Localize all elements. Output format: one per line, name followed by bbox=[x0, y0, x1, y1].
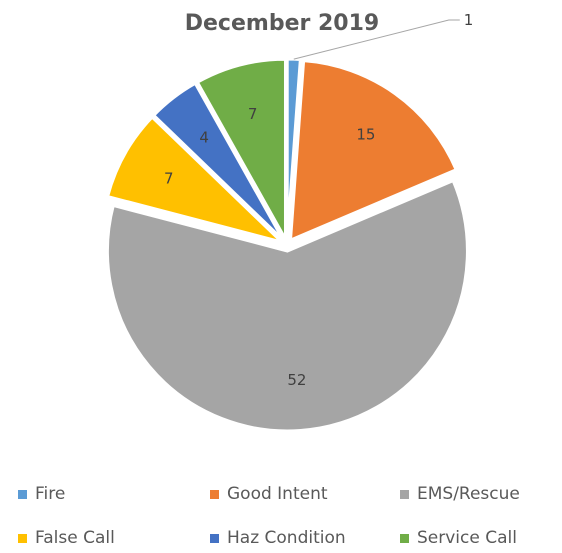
data-label-good-intent: 15 bbox=[356, 126, 375, 144]
legend-label: EMS/Rescue bbox=[417, 484, 520, 504]
data-label-false-call: 7 bbox=[164, 170, 174, 188]
pie-slice-service-call bbox=[195, 57, 287, 245]
legend-swatch bbox=[18, 489, 27, 499]
data-label-ems-rescue: 52 bbox=[287, 371, 306, 389]
pie-slices bbox=[105, 57, 469, 433]
data-label-fire: 1 bbox=[464, 11, 474, 29]
legend-item-haz-condition: Haz Condition bbox=[210, 526, 346, 550]
chart-title: December 2019 bbox=[185, 11, 379, 36]
data-labels: 1 15 52 7 4 7 bbox=[164, 11, 473, 389]
legend-label: Haz Condition bbox=[227, 528, 346, 548]
legend-swatch bbox=[400, 489, 409, 499]
legend-swatch bbox=[18, 533, 27, 543]
data-label-haz-condition: 4 bbox=[199, 129, 209, 147]
pie-slice-fire bbox=[285, 57, 302, 240]
legend-swatch bbox=[210, 489, 219, 499]
legend-label: False Call bbox=[35, 528, 115, 548]
legend-item-ems-rescue: EMS/Rescue bbox=[400, 482, 520, 506]
legend-label: Service Call bbox=[417, 528, 517, 548]
pie-slice-false-call bbox=[105, 115, 287, 245]
legend-item-good-intent: Good Intent bbox=[210, 482, 328, 506]
leader-line bbox=[293, 19, 460, 60]
legend-swatch bbox=[400, 533, 409, 543]
legend-swatch bbox=[210, 533, 219, 543]
pie-slice-haz-condition bbox=[151, 81, 285, 242]
pie-slice-ems-rescue bbox=[105, 178, 469, 433]
data-label-service-call: 7 bbox=[248, 105, 258, 123]
legend-item-service-call: Service Call bbox=[400, 526, 517, 550]
legend-item-fire: Fire bbox=[18, 482, 65, 506]
pie-slice-good-intent bbox=[288, 58, 459, 243]
legend-item-false-call: False Call bbox=[18, 526, 115, 550]
legend: Fire Good Intent EMS/Rescue False Call Haz C… bbox=[0, 480, 562, 553]
legend-label: Good Intent bbox=[227, 484, 328, 504]
legend-label: Fire bbox=[35, 484, 66, 504]
